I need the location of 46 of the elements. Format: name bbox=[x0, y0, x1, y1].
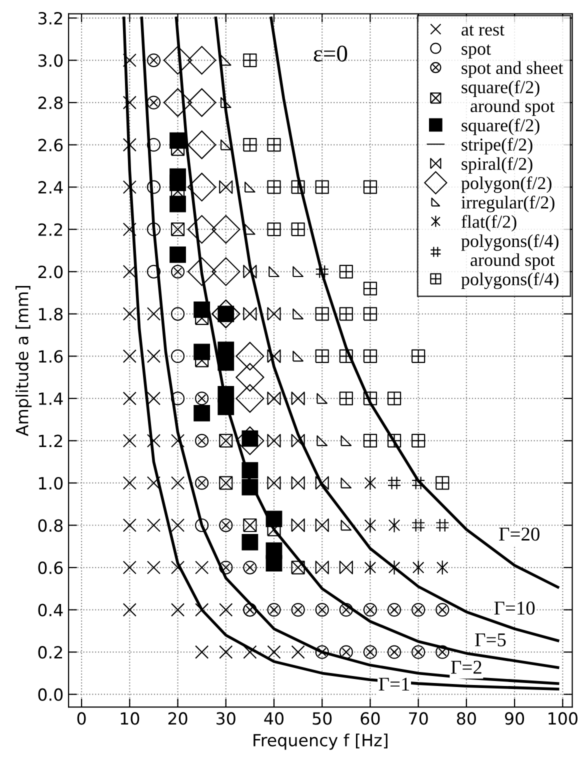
legend-label: spiral(f/2) bbox=[462, 157, 532, 174]
y-tick-label: 0.4 bbox=[38, 604, 63, 616]
legend-label: spot and sheet bbox=[462, 61, 564, 78]
y-tick-label: 3.2 bbox=[38, 12, 62, 25]
x-tick-label: 70 bbox=[409, 712, 428, 725]
x-tick-label: 40 bbox=[264, 712, 284, 725]
annotation: ε=0 bbox=[314, 46, 348, 62]
legend-label: spot bbox=[462, 44, 491, 58]
x-tick-label: 80 bbox=[456, 712, 476, 725]
y-tick-label: 2.8 bbox=[38, 96, 63, 110]
annotation: Γ=10 bbox=[494, 602, 535, 615]
y-tick-label: 2.2 bbox=[38, 223, 62, 236]
y-tick-label: 1.0 bbox=[39, 476, 63, 490]
legend-label: flat(f/2) bbox=[462, 214, 516, 232]
y-tick-label: 0.0 bbox=[38, 688, 63, 701]
annotation: Γ=20 bbox=[499, 528, 540, 541]
legend-label: stripe(f/2) bbox=[462, 138, 532, 154]
x-tick-label: 100 bbox=[548, 712, 578, 725]
annotation: Γ=1 bbox=[378, 678, 410, 691]
x-tick-label: 60 bbox=[360, 712, 380, 725]
legend-label: polygon(f/2) bbox=[461, 176, 552, 193]
x-tick-label: 20 bbox=[168, 712, 188, 725]
annotation: Γ=5 bbox=[475, 633, 506, 646]
y-tick-label: 1.2 bbox=[39, 434, 62, 448]
legend-label: irregular(f/2) bbox=[461, 196, 554, 212]
y-tick-label: 1.8 bbox=[39, 308, 63, 320]
x-axis-title: Frequency f [Hz] bbox=[254, 734, 388, 750]
y-tick-label: 1.6 bbox=[39, 350, 63, 363]
y-tick-label: 0.8 bbox=[38, 519, 63, 532]
annotation: Γ=2 bbox=[451, 660, 482, 674]
y-axis-title: Amplitude a [mm] bbox=[16, 286, 32, 436]
legend-label: at rest bbox=[462, 25, 504, 36]
x-tick-label: 10 bbox=[120, 712, 140, 725]
y-tick-label: 2.4 bbox=[38, 181, 63, 194]
y-tick-label: 0.6 bbox=[38, 561, 63, 574]
legend-label: polygons(f/4) bbox=[461, 272, 558, 290]
y-tick-label: 3.0 bbox=[38, 54, 63, 67]
x-tick-label: 90 bbox=[504, 712, 524, 725]
x-tick-label: 0 bbox=[77, 712, 86, 725]
y-tick-label: 2.6 bbox=[38, 138, 63, 152]
y-tick-label: 1.4 bbox=[39, 392, 63, 405]
y-tick-label: 2.0 bbox=[38, 266, 63, 278]
x-tick-label: 50 bbox=[312, 712, 332, 725]
y-tick-label: 0.2 bbox=[38, 646, 62, 659]
legend-label: square(f/2) bbox=[462, 118, 540, 136]
x-tick-label: 30 bbox=[216, 712, 236, 725]
